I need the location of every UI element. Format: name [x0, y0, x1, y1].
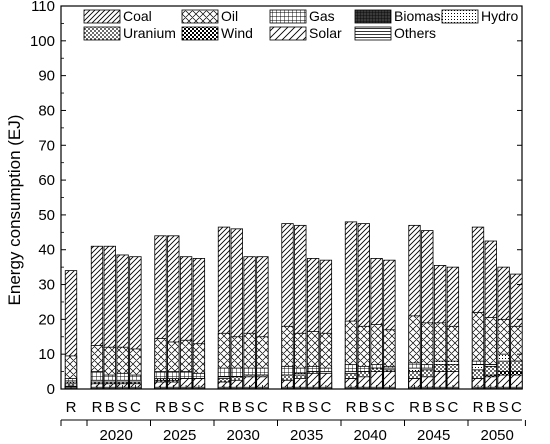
- y-tick-label: 20: [38, 311, 55, 328]
- x-category-label: R: [219, 399, 230, 416]
- legend-swatch-solar: [269, 26, 307, 41]
- x-category-label: R: [409, 399, 420, 416]
- x-category-label: B: [359, 399, 369, 416]
- legend-swatch-hydro: [441, 9, 479, 24]
- x-group-label: 2045: [417, 427, 450, 444]
- x-group-label: 2050: [481, 427, 514, 444]
- x-category-label: B: [295, 399, 305, 416]
- x-category-label: S: [308, 399, 318, 416]
- x-category-label: S: [245, 399, 255, 416]
- x-category-label: C: [257, 399, 268, 416]
- x-category-label: S: [435, 399, 445, 416]
- x-category-label: B: [168, 399, 178, 416]
- legend-label-gas: Gas: [309, 8, 335, 24]
- legend-label-wind: Wind: [221, 25, 253, 41]
- x-category-label: R: [66, 399, 77, 416]
- legend-swatch-biomass: [354, 9, 392, 24]
- x-category-label: R: [92, 399, 103, 416]
- legend-label-biomass: Biomass: [394, 8, 448, 24]
- y-tick-label: 50: [38, 207, 55, 224]
- legend-label-oil: Oil: [221, 8, 238, 24]
- y-tick-label: 30: [38, 277, 55, 294]
- x-category-label: C: [447, 399, 458, 416]
- x-category-label: B: [422, 399, 432, 416]
- legend: Coal Oil Gas Biomass Hydro Uranium Wind Solar Ot…: [83, 8, 519, 41]
- legend-label-solar: Solar: [309, 25, 342, 41]
- x-category-label: R: [282, 399, 293, 416]
- x-category-label: S: [181, 399, 191, 416]
- x-category-label: R: [473, 399, 484, 416]
- y-tick-label: 70: [38, 137, 55, 154]
- y-tick-label: 10: [38, 346, 55, 363]
- x-category-label: C: [384, 399, 395, 416]
- x-category-label: C: [193, 399, 204, 416]
- legend-label-hydro: Hydro: [481, 8, 519, 24]
- x-group-label: 2030: [227, 427, 260, 444]
- x-category-label: S: [372, 399, 382, 416]
- legend-label-others: Others: [394, 25, 436, 41]
- x-group-label: 2035: [290, 427, 323, 444]
- legend-swatch-gas: [269, 9, 307, 24]
- y-axis-title: Energy consumption (EJ): [5, 115, 24, 306]
- legend-swatch-wind: [181, 26, 219, 41]
- y-tick-label: 0: [47, 381, 55, 398]
- x-category-label: B: [486, 399, 496, 416]
- legend-swatch-uranium: [83, 26, 121, 41]
- axes-layer: 0 10 20 30 40 50 60 70 80 90 100 110: [30, 0, 522, 398]
- y-tick-label: 40: [38, 242, 55, 259]
- legend-swatch-others: [354, 26, 392, 41]
- x-group-label: 2040: [354, 427, 387, 444]
- y-tick-label: 80: [38, 102, 55, 119]
- y-tick-label: 100: [30, 33, 55, 50]
- x-group-label: 2025: [163, 427, 196, 444]
- x-category-label: C: [130, 399, 141, 416]
- x-category-label: R: [155, 399, 166, 416]
- x-category-label: B: [232, 399, 242, 416]
- x-category-label: S: [499, 399, 509, 416]
- legend-label-coal: Coal: [123, 8, 152, 24]
- y-tick-label: 110: [31, 0, 55, 15]
- y-tick-label: 60: [38, 172, 55, 189]
- x-category-label: R: [346, 399, 357, 416]
- x-category-label: B: [105, 399, 115, 416]
- legend-swatch-coal: [83, 9, 121, 24]
- legend-swatch-oil: [181, 9, 219, 24]
- legend-label-uranium: Uranium: [123, 25, 176, 41]
- x-category-label: C: [320, 399, 331, 416]
- x-category-label: S: [118, 399, 128, 416]
- x-category-label: C: [511, 399, 522, 416]
- y-tick-label: 90: [38, 68, 55, 85]
- x-group-label: 2020: [100, 427, 133, 444]
